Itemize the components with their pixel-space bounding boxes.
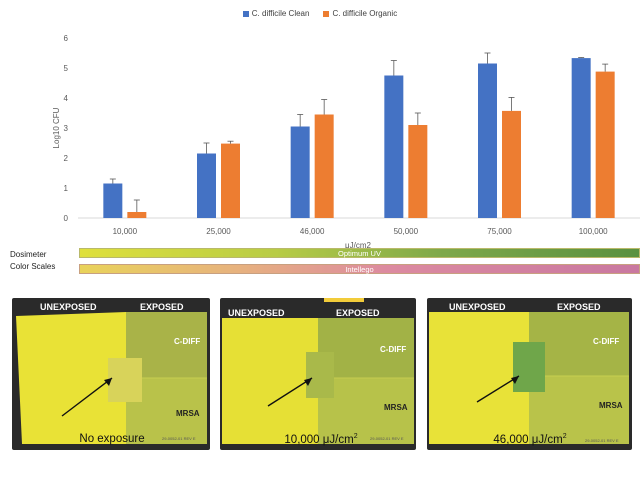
- legend-swatch-orange: [323, 10, 330, 17]
- photo-cdiff-label: C-DIFF: [174, 337, 200, 346]
- photo-mrsa-label: MRSA: [384, 403, 408, 412]
- intellego-label: Intellego: [345, 265, 374, 274]
- bar-organic: [127, 212, 147, 218]
- scale-label-color-scales: Color Scales: [10, 262, 56, 271]
- photo-exposed-label: EXPOSED: [140, 302, 184, 312]
- caption-value: 46,000 μJ/cm: [493, 433, 563, 446]
- chart-legend: C. difficile Clean C. difficile Organic: [0, 9, 640, 18]
- photo-code: 29-0052-01 REV E: [585, 438, 619, 443]
- legend-label: C. difficile Clean: [251, 9, 310, 18]
- x-tick-label: 10,000: [113, 227, 138, 236]
- sensor-patch: [513, 342, 545, 392]
- bar-organic: [595, 71, 615, 218]
- bar-organic: [408, 125, 428, 218]
- y-tick-label: 1: [64, 184, 69, 193]
- caption-value: 10,000 μJ/cm: [284, 433, 354, 446]
- legend-item-clean: C. difficile Clean: [242, 9, 310, 18]
- x-tick-label: 50,000: [394, 227, 419, 236]
- legend-swatch-blue: [242, 10, 249, 17]
- photo-code: 29-0052-01 REV E: [370, 436, 404, 441]
- bar-chart: 0 1 2 3 4 5 6 Log10 CFU 10,000 25,000 46,000 50,000…: [52, 34, 640, 250]
- bar-clean: [384, 75, 404, 218]
- photo-exposed-label: EXPOSED: [557, 302, 601, 312]
- x-tick-label: 75,000: [487, 227, 512, 236]
- y-axis-label: Log10 CFU: [52, 107, 61, 148]
- photo-mrsa-label: MRSA: [599, 401, 623, 410]
- x-tick-label: 25,000: [206, 227, 231, 236]
- intellego-scale: Intellego: [79, 264, 640, 274]
- photo-exposed-label: EXPOSED: [336, 308, 380, 318]
- caption-46000: 46,000 μJ/cm2: [465, 433, 595, 446]
- sensor-patch: [306, 352, 334, 398]
- y-tick-label: 4: [64, 94, 69, 103]
- scale-label-dosimeter: Dosimeter: [10, 250, 47, 259]
- legend-item-organic: C. difficile Organic: [323, 9, 397, 18]
- caption-no-exposure: No exposure: [79, 433, 145, 445]
- dosimeter-photo-3: UNEXPOSED EXPOSED C-DIFF MRSA 29-0052-01…: [427, 298, 632, 450]
- photo-cdiff-label: C-DIFF: [593, 337, 619, 346]
- x-tick-label: 46,000: [300, 227, 325, 236]
- bar-organic: [314, 114, 334, 218]
- photo-unexposed-label: UNEXPOSED: [228, 308, 285, 318]
- photo-code: 29-0052-01 REV E: [162, 436, 196, 441]
- x-axis-label: μJ/cm2: [345, 241, 371, 250]
- x-tick-label: 100,000: [579, 227, 608, 236]
- bar-clean: [197, 153, 216, 218]
- optimum-uv-label: Optimum UV: [338, 249, 381, 258]
- bar-clean: [571, 58, 591, 218]
- caption-superscript: 2: [353, 433, 358, 440]
- dosimeter-photo-2: UNEXPOSED EXPOSED C-DIFF MRSA 29-0052-01…: [220, 298, 416, 450]
- photo-cdiff-label: C-DIFF: [380, 345, 406, 354]
- bar-clean: [478, 63, 497, 218]
- photo-unexposed-label: UNEXPOSED: [40, 302, 97, 312]
- caption-10000: 10,000 μJ/cm2: [256, 433, 386, 446]
- bar-clean: [103, 183, 123, 218]
- photo-mrsa-label: MRSA: [176, 409, 200, 418]
- legend-label: C. difficile Organic: [332, 9, 398, 18]
- bar-organic: [221, 143, 240, 218]
- y-tick-label: 0: [64, 214, 69, 223]
- y-tick-label: 5: [64, 64, 69, 73]
- dosimeter-photo-1: UNEXPOSED EXPOSED C-DIFF MRSA 29-0052-01…: [12, 298, 210, 450]
- photo-unexposed-label: UNEXPOSED: [449, 302, 506, 312]
- y-tick-label: 3: [64, 124, 69, 133]
- bar-clean: [290, 126, 310, 218]
- caption-superscript: 2: [562, 433, 567, 440]
- bar-organic: [502, 110, 521, 218]
- sensor-patch: [108, 358, 142, 402]
- y-tick-label: 6: [64, 34, 69, 43]
- y-tick-label: 2: [64, 154, 69, 163]
- optimum-uv-scale: Optimum UV: [79, 248, 640, 258]
